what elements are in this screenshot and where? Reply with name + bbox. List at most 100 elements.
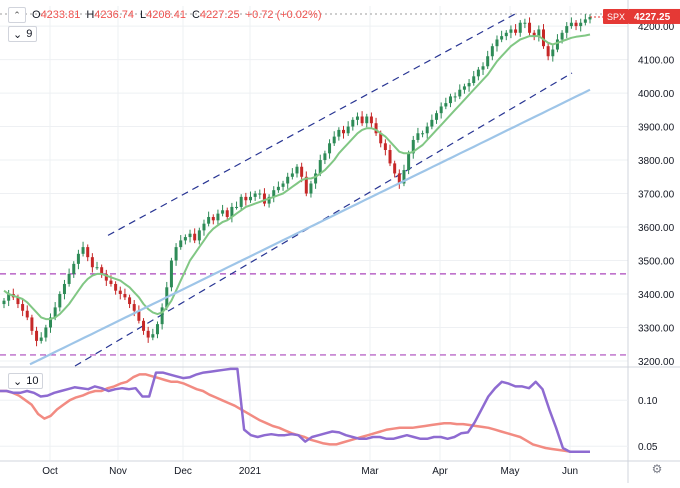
candle — [346, 121, 350, 136]
candle-body — [388, 150, 392, 164]
candle — [90, 253, 94, 273]
candle-body — [253, 193, 257, 197]
candle — [95, 261, 99, 270]
candle-body — [49, 317, 53, 328]
candle-body — [39, 337, 43, 341]
candle-body — [546, 46, 550, 57]
candle — [39, 332, 43, 344]
price-axis-label: 3500.00 — [638, 257, 675, 268]
candle — [183, 234, 187, 245]
candle-body — [169, 260, 173, 288]
candle-body — [490, 46, 494, 57]
candle-body — [342, 129, 346, 134]
time-axis-label: Jun — [562, 466, 578, 477]
candle — [151, 328, 155, 341]
moving-average-legend[interactable]: ⌄ 9 — [8, 26, 38, 42]
price-axis-label: 4100.00 — [638, 56, 675, 67]
candle-body — [235, 206, 239, 208]
candle — [286, 172, 290, 189]
candle — [528, 17, 532, 36]
candle — [276, 181, 280, 193]
indicator-series-purple-line — [0, 367, 590, 453]
candle-body — [588, 16, 592, 20]
candle — [416, 127, 420, 143]
candle-body — [472, 76, 476, 84]
moving-average-long-line — [29, 88, 591, 366]
candle-body — [514, 29, 518, 33]
candle-body — [537, 29, 541, 37]
candle-body — [25, 310, 29, 318]
candle — [25, 305, 29, 321]
candle-body — [555, 39, 559, 50]
candle — [328, 139, 332, 159]
candle-body — [416, 133, 420, 140]
candle-body — [346, 126, 350, 134]
candlestick-series — [2, 14, 592, 347]
ohlc-open: O4233.81 — [32, 9, 81, 21]
candle-body — [351, 119, 355, 127]
collapse-chevron-icon[interactable]: ⌄ — [13, 375, 23, 388]
candle-body — [500, 36, 504, 40]
candle-body — [230, 206, 234, 217]
candle-body — [44, 327, 48, 338]
candle-body — [7, 294, 11, 301]
candle-body — [551, 49, 555, 57]
candle — [258, 189, 262, 199]
channel-upper-line — [107, 13, 516, 236]
gear-icon[interactable]: ⚙ — [651, 462, 663, 476]
time-axis-label: Dec — [174, 466, 192, 477]
candle-body — [281, 183, 285, 187]
candle-body — [453, 96, 457, 98]
candle — [244, 192, 248, 206]
candle-body — [207, 216, 211, 224]
candle-body — [314, 173, 318, 184]
candle-body — [309, 183, 313, 194]
candle — [467, 79, 471, 92]
candle — [514, 24, 518, 36]
candle-body — [267, 196, 271, 204]
candle-body — [518, 22, 522, 33]
candle — [565, 22, 569, 39]
candle-body — [383, 143, 387, 150]
candle-body — [495, 39, 499, 47]
candle-body — [21, 304, 25, 311]
candle-body — [211, 216, 215, 221]
candle — [407, 150, 411, 175]
candle-body — [439, 106, 443, 114]
candle-body — [142, 320, 146, 331]
collapse-chevron-icon[interactable]: ⌃ — [8, 7, 26, 23]
candle-body — [579, 22, 583, 27]
candle — [30, 314, 34, 335]
candle-body — [53, 307, 57, 318]
candle-body — [174, 247, 178, 261]
indicator-axis-label: 0.10 — [638, 396, 658, 407]
candle — [374, 117, 378, 136]
candle — [267, 194, 271, 208]
candle-body — [262, 193, 266, 204]
candle — [2, 298, 6, 309]
candle — [360, 111, 364, 126]
candle — [295, 164, 299, 178]
collapse-chevron-icon[interactable]: ⌄ — [13, 28, 23, 41]
candle-body — [504, 32, 508, 37]
candle — [216, 209, 220, 226]
price-badge-value: 4227.25 — [634, 12, 671, 23]
candle-body — [467, 83, 471, 87]
time-axis-label: 2021 — [239, 466, 262, 477]
candle-body — [123, 294, 127, 298]
candle-body — [569, 22, 573, 27]
candle — [174, 243, 178, 266]
candle — [309, 180, 313, 198]
candle — [541, 24, 545, 49]
candle-body — [244, 196, 248, 201]
candle-body — [397, 173, 401, 184]
price-axis-label: 3700.00 — [638, 190, 675, 201]
candle-body — [318, 160, 322, 174]
candle — [253, 190, 257, 201]
price-badge — [629, 8, 680, 24]
indicator-legend[interactable]: ⌄ 10 — [8, 373, 44, 389]
candle-body — [30, 317, 34, 331]
ohlc-close: C4227.25 — [191, 9, 240, 21]
